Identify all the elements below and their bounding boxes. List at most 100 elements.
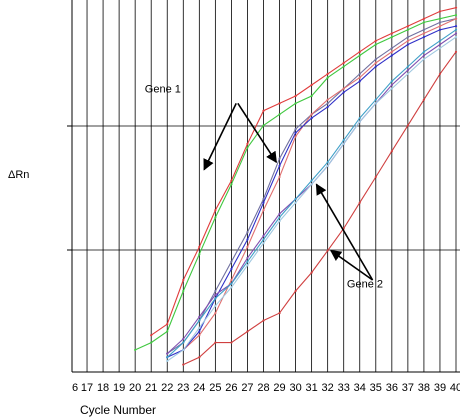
series-point [150,341,153,344]
series-line-1 [150,7,457,336]
series-point [342,91,345,94]
series-point [246,264,249,267]
series-point [438,21,442,24]
series-point [406,65,409,68]
series-point [454,13,458,17]
x-tick-label: 19 [113,382,125,394]
series-point [390,36,393,39]
annotation-label-2: Gene 2 [347,278,383,290]
series-point [326,164,329,168]
series-point [246,256,249,260]
series-point [278,216,281,219]
series-point [438,24,442,28]
series-point [374,43,377,46]
series-point [230,183,233,186]
x-tick-label: 20 [129,382,141,394]
series-point [278,113,281,116]
series-point [166,330,169,333]
series-point [406,72,409,76]
x-tick-label: 36 [386,382,398,394]
series-point [246,245,249,248]
series-point [438,72,442,76]
series-point [198,356,201,359]
series-point [342,65,345,68]
series-point [374,61,377,64]
series-point [166,352,169,355]
series-point [182,348,185,352]
series-line-9 [183,51,457,366]
series-point [374,65,377,68]
series-point [294,128,297,131]
x-tick-label: 39 [434,382,446,394]
x-tick-label: 30 [289,382,301,394]
series-point [358,76,361,79]
x-axis-label: Cycle Number [80,403,156,417]
series-point [262,124,265,127]
series-point [390,80,393,83]
series-point [198,334,201,337]
annotation-arrow [237,102,277,164]
series-point [278,175,281,179]
x-tick-label: 31 [305,382,317,394]
series-point [454,32,458,35]
series-point [310,183,313,186]
series-point [406,69,409,72]
series-point [262,109,265,112]
series-point [262,208,265,212]
series-point [438,10,442,13]
series-point [390,83,393,87]
annotation-arrow [315,183,374,281]
series-point [438,43,442,46]
series-point [406,36,409,39]
series-point [358,80,361,83]
series-point [214,341,217,344]
series-point [406,124,409,127]
series-point [454,36,458,39]
x-tick-label: 27 [241,382,253,394]
series-point [262,238,265,241]
series-point [310,94,313,98]
series-point [438,39,442,42]
series-point [390,47,393,50]
series-point [230,286,233,289]
series-point [214,293,217,296]
series-point [294,197,297,201]
series-point [454,17,458,20]
series-point [422,17,426,20]
series-point [246,238,249,241]
series-point [198,245,201,248]
x-tick-label: 23 [177,382,189,394]
series-point [326,102,329,105]
series-point [246,142,249,145]
series-point [262,201,265,204]
series-point [422,58,426,61]
x-tick-label: 38 [418,382,430,394]
series-point [278,312,281,315]
series-point [422,28,426,31]
x-tick-label: 28 [257,382,269,394]
series-point [406,28,409,31]
series-point [278,220,281,223]
annotation-label-1: Gene 1 [145,83,181,95]
series-point [262,197,265,201]
series-point [294,201,297,204]
series-point [310,116,313,120]
x-tick-label: 35 [370,382,382,394]
series-point [198,330,201,333]
series-point [278,212,281,215]
series-point [182,289,185,293]
series-point [262,319,265,322]
x-tick-label: 29 [273,382,285,394]
series-point [294,102,297,105]
series-point [342,61,345,64]
series-point [374,58,377,61]
series-point [326,72,329,76]
series-point [438,17,442,20]
series-point [374,39,377,42]
x-tick-label: 21 [145,382,157,394]
series-point [326,249,329,252]
series-point [214,216,217,219]
series-point [422,50,426,53]
series-point [230,260,233,263]
x-tick-label: 32 [322,382,334,394]
